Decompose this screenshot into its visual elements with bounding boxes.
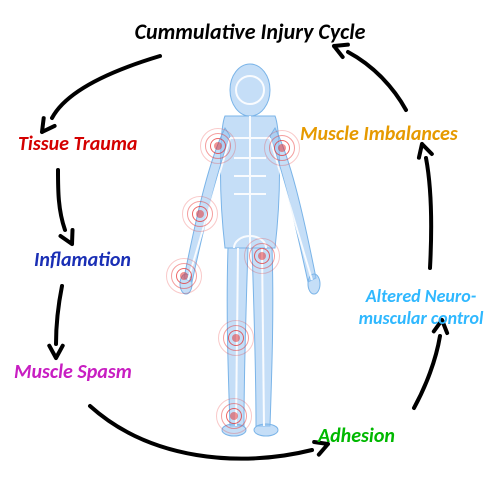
label-altered-neuro: Altered Neuro-muscular control xyxy=(336,286,500,329)
arrowhead-neuro-to-imbal xyxy=(419,144,432,158)
arrow-imbal-to-title xyxy=(348,52,406,110)
label-adhesion: Adhesion xyxy=(318,424,395,448)
arrowhead-inflam-to-spasm xyxy=(49,346,62,358)
pain-point-wrist-l xyxy=(168,260,200,292)
pain-point-elbow-l xyxy=(184,198,216,230)
label-inflamation: Inflamation xyxy=(34,248,131,272)
pain-point-shoulder-l xyxy=(202,130,234,162)
arrow-tissue-to-inflam xyxy=(58,170,65,230)
arrowhead-title-to-tissue xyxy=(42,118,55,132)
label-tissue-trauma: Tissue Trauma xyxy=(18,132,137,156)
arrow-title-to-tissue xyxy=(52,56,160,118)
arrow-neuro-to-imbal xyxy=(426,158,431,268)
diagram-title: Cummulative Injury Cycle xyxy=(135,18,366,45)
arrowhead-imbal-to-title xyxy=(334,45,348,57)
pain-point-ankle-l xyxy=(218,400,250,432)
pain-point-shoulder-r xyxy=(266,132,298,164)
arrow-adhesion-to-neuro xyxy=(414,336,440,408)
label-muscle-imbalances: Muscle Imbalances xyxy=(300,122,458,146)
pain-point-knee-l xyxy=(220,322,252,354)
label-muscle-spasm: Muscle Spasm xyxy=(14,360,132,384)
pain-point-hip xyxy=(246,240,278,272)
arrow-inflam-to-spasm xyxy=(56,286,62,344)
anatomy-figure xyxy=(170,58,330,438)
arrowhead-tissue-to-inflam xyxy=(61,230,73,244)
